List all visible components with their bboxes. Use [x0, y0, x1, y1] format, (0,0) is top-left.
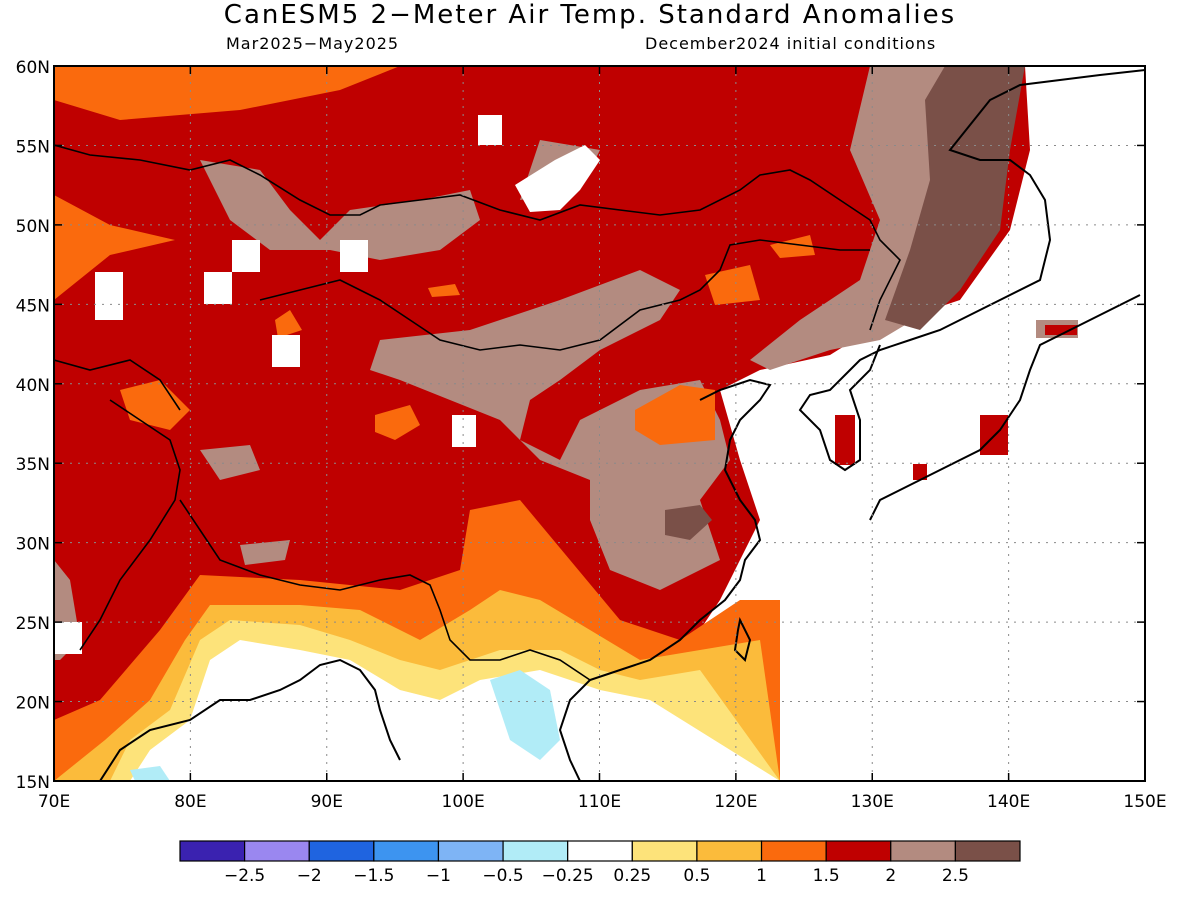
anomaly-region-above-2.5 — [885, 66, 1025, 330]
anomaly-region-2-2.5 — [370, 270, 730, 590]
colorbar-swatch — [244, 840, 310, 862]
anomaly-region-1-1.5 — [375, 405, 420, 440]
anomaly-region-2-2.5 — [200, 160, 480, 260]
colorbar-label: 0.25 — [613, 866, 651, 886]
colorbar-label: 1 — [756, 866, 767, 886]
lat-label: 35N — [16, 455, 50, 475]
anomaly-region-negative — [490, 670, 560, 760]
lat-label: 40N — [16, 376, 50, 396]
colorbar-label: −1.5 — [353, 866, 394, 886]
anomaly-region-2-2.5 — [240, 540, 290, 565]
colorbar-swatch — [631, 840, 698, 862]
colorbar-label: −0.25 — [542, 866, 594, 886]
colorbar-swatch — [825, 840, 892, 862]
colorbar-label: 2 — [885, 866, 896, 886]
initial-conditions: December2024 initial conditions — [645, 34, 937, 53]
colorbar-swatch — [437, 840, 504, 862]
lat-label: 25N — [16, 614, 50, 634]
lat-label: 60N — [16, 58, 50, 78]
colorbar-swatch — [760, 840, 827, 862]
country-border — [54, 144, 901, 331]
coastline — [99, 658, 401, 781]
lon-label: 130E — [851, 792, 894, 812]
lon-label: 100E — [442, 792, 485, 812]
colorbar-swatch — [567, 840, 633, 862]
lat-label: 50N — [16, 217, 50, 237]
lon-label: 80E — [174, 792, 206, 812]
coastline — [798, 69, 1145, 472]
colorbar-label: 1.5 — [813, 866, 840, 886]
colorbar-swatch — [696, 840, 763, 862]
lat-label: 45N — [16, 296, 50, 316]
colorbar-label: −1 — [426, 866, 451, 886]
colorbar-swatch — [308, 840, 375, 862]
country-border — [79, 399, 181, 651]
coastline — [869, 294, 1141, 521]
country-border — [54, 359, 181, 411]
lat-label: 20N — [16, 694, 50, 714]
lon-label: 140E — [987, 792, 1030, 812]
lon-label: 110E — [578, 792, 621, 812]
colorbar-swatch — [373, 840, 440, 862]
lon-label: 90E — [311, 792, 343, 812]
colorbar-label: 0.5 — [683, 866, 710, 886]
anomaly-region-1-1.5 — [770, 235, 815, 258]
anomaly-region-1-1.5 — [54, 66, 400, 120]
colorbar-swatch — [502, 840, 569, 862]
colorbar-label: −2.5 — [224, 866, 265, 886]
anomaly-region-1-1.5 — [635, 385, 715, 445]
coastline — [733, 616, 752, 662]
anomaly-region-2-2.5 — [200, 445, 260, 480]
colorbar-label: −2 — [297, 866, 322, 886]
anomaly-region-above-2.5 — [665, 505, 712, 540]
colorbar-swatch — [179, 840, 246, 862]
anomaly-region-1-1.5 — [705, 265, 760, 305]
country-border — [179, 499, 591, 681]
lat-label: 30N — [16, 535, 50, 555]
anomaly-region-negative — [130, 766, 170, 781]
anomaly-region-1-1.5 — [428, 284, 460, 297]
anomaly-region-1-1.5 — [275, 310, 302, 338]
forecast-period: Mar2025−May2025 — [226, 34, 400, 53]
map-title: CanESM5 2−Meter Air Temp. Standard Anoma… — [223, 0, 957, 30]
anomaly-region-neutral — [130, 640, 780, 781]
lat-label: 55N — [16, 137, 50, 157]
coastline — [558, 378, 772, 781]
colorbar-swatch — [890, 840, 956, 862]
lon-label: 120E — [714, 792, 757, 812]
anomaly-region-1-1.5 — [54, 195, 175, 300]
lon-label: 70E — [38, 792, 70, 812]
colorbar-swatch — [954, 840, 1021, 862]
lon-label: 150E — [1123, 792, 1166, 812]
colorbar-label: −0.5 — [482, 866, 523, 886]
colorbar-label: 2.5 — [942, 866, 969, 886]
colorbar: −2.5 −2 −1.5 −1 −0.5 −0.25 0.25 0.5 1 1.5 2 2.5 — [179, 840, 1021, 886]
anomaly-map: 60N 55N 50N 45N 40N 35N 30N 25N 20N 15N 70E 80E 90E… — [16, 58, 1167, 812]
lat-label: 15N — [16, 773, 50, 793]
